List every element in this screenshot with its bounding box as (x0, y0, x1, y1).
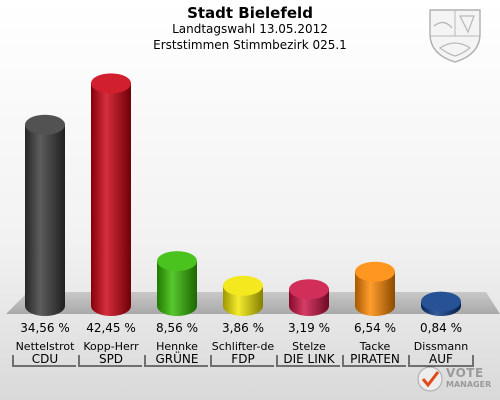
value-label: 6,54 % (354, 321, 396, 335)
bar-cdu (25, 114, 65, 316)
candidate-label: Dissmann (414, 340, 468, 353)
value-label: 3,86 % (222, 321, 264, 335)
vote-manager-logo: VOTE MANAGER (416, 364, 494, 394)
bar-grüne (157, 251, 197, 316)
candidate-label: Schlifter-de (212, 340, 275, 353)
candidate-label: Hennke (156, 340, 198, 353)
chart-subtitle-district: Erststimmen Stimmbezirk 025.1 (153, 38, 347, 52)
candidate-label: Tacke (359, 340, 391, 353)
value-label: 42,45 % (86, 321, 136, 335)
value-label: 3,19 % (288, 321, 330, 335)
candidate-label: Nettelstrot (16, 340, 76, 353)
nrw-coat-of-arms-icon (429, 9, 481, 63)
party-label: CDU (32, 352, 58, 366)
party-label: GRÜNE (156, 350, 199, 366)
value-label: 34,56 % (20, 321, 70, 335)
party-label: FDP (231, 352, 254, 366)
bar-fdp (223, 275, 263, 316)
chart-subtitle-election: Landtagswahl 13.05.2012 (172, 22, 328, 36)
party-label: DIE LINK (283, 352, 335, 366)
party-label: PIRATEN (350, 352, 400, 366)
bar-die-link (289, 279, 329, 316)
bar-piraten (355, 261, 395, 316)
party-label: SPD (99, 352, 123, 366)
bar-auf (421, 291, 461, 316)
chart-title: Stadt Bielefeld (187, 4, 313, 22)
bar-spd (91, 73, 131, 316)
logo-line-manager: MANAGER (446, 380, 492, 389)
value-label: 8,56 % (156, 321, 198, 335)
candidate-label: Kopp-Herr (83, 340, 139, 353)
candidate-label: Stelze (292, 340, 326, 353)
logo-line-vote: VOTE (446, 366, 484, 380)
party-label: AUF (429, 352, 453, 366)
vote-manager-check-icon (417, 366, 443, 392)
value-label: 0,84 % (420, 321, 462, 335)
